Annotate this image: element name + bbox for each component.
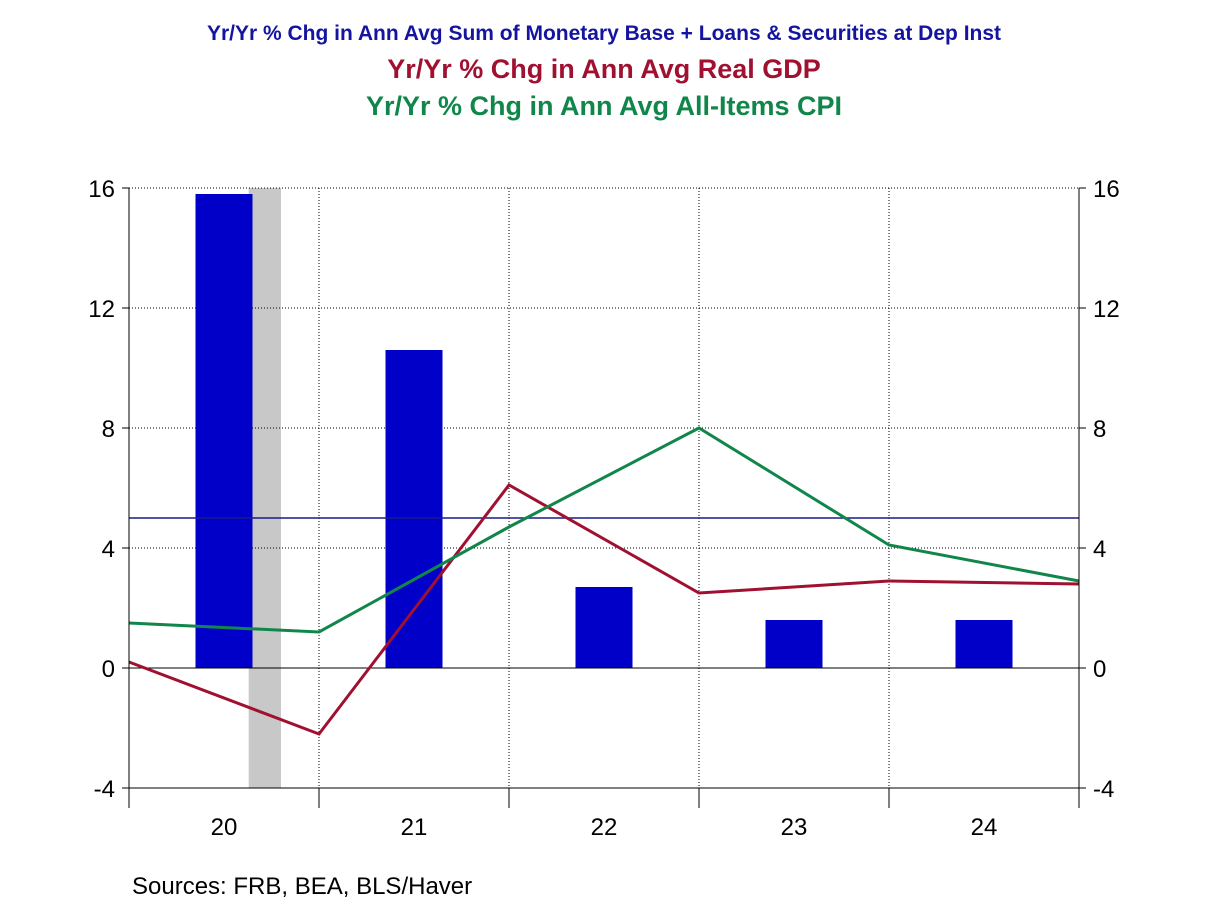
chart-title-gdp: Yr/Yr % Chg in Ann Avg Real GDP [387,54,821,84]
ytick-label-left: 16 [88,176,115,203]
xtick-label-21: 21 [401,814,428,841]
ytick-label-left: 0 [102,656,115,683]
cpi-point-1 [318,631,320,633]
gdp-line [128,483,1080,736]
bar-22 [575,587,633,668]
gdp-point-4 [888,580,890,582]
xtick-label-24: 24 [971,814,998,841]
gdp-point-1 [318,733,320,735]
ytick-label-right: 4 [1093,536,1106,563]
bar-20 [195,194,253,668]
ytick-label-right: 12 [1093,296,1120,323]
chart-title-monetary: Yr/Yr % Chg in Ann Avg Sum of Monetary B… [206,22,1002,45]
xtick-label-20: 20 [211,814,238,841]
ytick-label-right: 8 [1093,416,1106,443]
ytick-label-right: 0 [1093,656,1106,683]
sources-note: Sources: FRB, BEA, BLS/Haver [132,873,473,900]
ytick-label-left: 4 [102,536,115,563]
cpi-point-2 [508,526,510,528]
bar-21 [385,350,443,668]
ytick-label-left: -4 [94,776,115,803]
ytick-label-left: 8 [102,416,115,443]
cpi-point-4 [888,544,890,546]
ytick-label-left: 12 [88,296,115,323]
gdp-point-3 [698,592,700,594]
chart-titles: Yr/Yr % Chg in Ann Avg Sum of Monetary B… [0,20,1208,120]
bar-23 [765,620,823,668]
ytick-label-right: 16 [1093,176,1120,203]
xtick-label-22: 22 [591,814,618,841]
xtick-label-23: 23 [781,814,808,841]
chart-title-cpi: Yr/Yr % Chg in Ann Avg All-Items CPI [365,91,843,121]
bar-24 [955,620,1013,668]
cpi-point-3 [698,427,700,429]
gdp-point-2 [508,484,510,486]
ytick-label-right: -4 [1093,776,1114,803]
recession-shading [248,188,281,788]
cpi-line [128,426,1080,634]
